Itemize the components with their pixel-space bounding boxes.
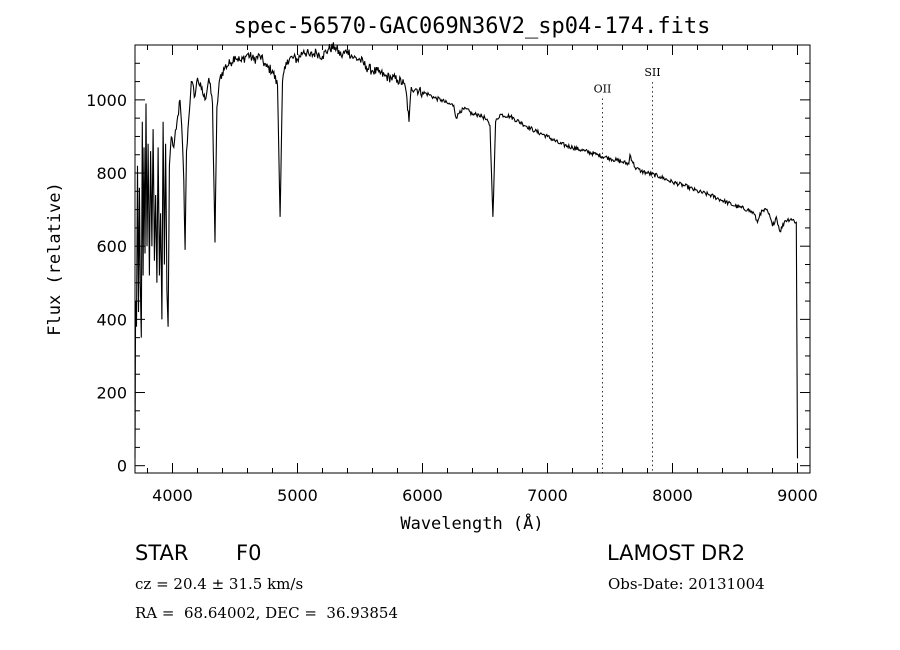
x-axis-label: Wavelength (Å)	[400, 512, 543, 534]
y-axis-label: Flux (relative)	[45, 182, 65, 336]
spectrum-line	[134, 42, 799, 459]
y-tick-label: 0	[117, 457, 127, 476]
x-tick-label: 4000	[152, 486, 193, 505]
x-tick-label: 9000	[777, 486, 818, 505]
x-axis-ticks: 4000 5000 6000 7000 8000 9000	[147, 45, 818, 505]
x-tick-label: 7000	[527, 486, 568, 505]
plot-frame	[134, 44, 811, 474]
chart-title: spec-56570-GAC069N36V2_sp04-174.fits	[234, 14, 711, 39]
y-tick-label: 200	[96, 384, 127, 403]
coordinates-readout: RA = 68.64002, DEC = 36.93854	[135, 604, 399, 622]
redshift-readout: cz = 20.4 ± 31.5 km/s	[135, 575, 304, 593]
x-tick-label: 6000	[402, 486, 443, 505]
y-axis-ticks: 0 200 400 600 800 1000	[86, 44, 810, 476]
observation-date: Obs-Date: 20131004	[608, 575, 765, 593]
x-tick-label: 5000	[277, 486, 318, 505]
x-tick-label: 8000	[652, 486, 693, 505]
y-tick-label: 800	[96, 164, 127, 183]
y-tick-label: 400	[96, 310, 127, 329]
object-class: STAR	[135, 541, 189, 565]
y-tick-label: 1000	[86, 91, 127, 110]
line-label-oii: OII	[594, 83, 612, 96]
annotation-lines: OII SII	[594, 66, 661, 473]
survey-name: LAMOST DR2	[607, 541, 746, 565]
object-subclass: F0	[236, 541, 262, 565]
line-label-sii: SII	[644, 66, 660, 79]
y-tick-label: 600	[96, 237, 127, 256]
